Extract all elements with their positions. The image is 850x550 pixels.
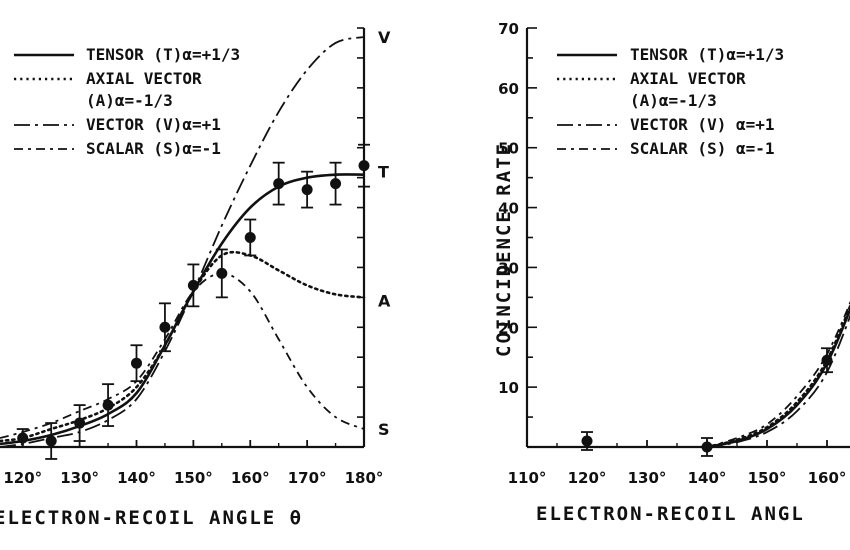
left-legend: TENSOR (T)α=+1/3 AXIAL VECTOR (A)α=-1/3 VEC… <box>14 45 240 158</box>
left-x-axis-label: ELECTRON-RECOIL ANGLE θ <box>0 507 303 529</box>
left-legend-label: AXIAL VECTOR <box>86 69 202 88</box>
right-legend-label: AXIAL VECTOR <box>630 69 746 88</box>
left-legend-label: SCALAR (S)α=-1 <box>86 139 221 158</box>
right-x-tick-label: 160° <box>808 469 847 487</box>
left-data-point <box>301 184 313 196</box>
right-y-tick-label: 20 <box>498 319 519 337</box>
left-end-label-t: T <box>378 163 389 182</box>
right-x-axis-label: ELECTRON-RECOIL ANGL <box>536 503 805 525</box>
left-chart: 120° 130° 140° 150° 160° 170° 180° V T A S TENSOR… <box>0 27 391 529</box>
right-series-v-line <box>706 313 850 448</box>
left-data-point <box>187 279 199 291</box>
right-y-tick-label: 30 <box>498 259 519 277</box>
right-y-ticks: 10 20 30 40 50 60 70 <box>498 20 537 418</box>
left-end-label-s: S <box>378 420 390 439</box>
left-series-lines <box>0 36 366 448</box>
right-x-tick-label: 130° <box>628 469 667 487</box>
right-data-point <box>581 435 593 447</box>
right-series-a-line <box>705 302 850 449</box>
left-y-ticks <box>357 27 364 448</box>
right-series-lines <box>705 300 850 449</box>
right-x-tick-label: 110° <box>508 469 547 487</box>
left-data-point <box>244 232 256 243</box>
right-y-tick-label: 70 <box>498 20 519 38</box>
left-x-tick-label: 160° <box>231 469 270 487</box>
left-legend-label: VECTOR (V)α=+1 <box>86 115 221 134</box>
left-end-label-a: A <box>378 291 391 310</box>
left-data-point <box>159 321 171 333</box>
right-data-point <box>821 354 833 366</box>
right-x-ticks: 110° 120° 130° 140° 150° 160° <box>508 440 847 487</box>
left-series-v-line <box>0 36 365 448</box>
right-y-tick-label: 60 <box>498 80 519 98</box>
right-x-tick-label: 140° <box>688 469 727 487</box>
right-series-t-line <box>706 306 850 449</box>
left-data-point <box>131 357 142 369</box>
left-x-tick-label: 130° <box>60 469 99 487</box>
right-y-tick-label: 50 <box>498 140 519 158</box>
right-x-tick-label: 120° <box>568 469 607 487</box>
left-x-tick-label: 120° <box>3 469 42 487</box>
right-legend-label: (A)α=-1/3 <box>630 91 717 110</box>
right-chart: 110° 120° 130° 140° 150° 160° 10203040506070 … <box>493 20 850 525</box>
right-legend-label: TENSOR (T)α=+1/3 <box>630 45 784 64</box>
right-data-point <box>701 441 713 453</box>
right-legend-label: SCALAR (S) α=-1 <box>630 139 775 158</box>
left-data-point <box>216 267 228 279</box>
right-y-tick-label: 40 <box>498 200 519 218</box>
left-x-tick-label: 180° <box>345 469 384 487</box>
right-x-tick-label: 150° <box>748 469 787 487</box>
left-x-tick-label: 140° <box>117 469 156 487</box>
left-data-point <box>17 432 29 444</box>
left-data-points <box>16 143 370 460</box>
left-series-s-line <box>0 272 365 439</box>
right-data-points <box>581 347 833 457</box>
left-data-point <box>273 178 285 190</box>
left-x-tick-label: 170° <box>288 469 327 487</box>
left-legend-label: (A)α=-1/3 <box>86 91 173 110</box>
left-data-point <box>330 178 342 190</box>
left-series-a-line <box>0 250 366 443</box>
left-legend-label: TENSOR (T)α=+1/3 <box>86 45 240 64</box>
right-y-tick-label: 10 <box>498 379 519 397</box>
left-x-ticks: 120° 130° 140° 150° 160° 170° 180° <box>3 440 383 487</box>
left-data-point <box>358 160 370 172</box>
left-data-point <box>102 399 114 411</box>
left-x-tick-label: 150° <box>174 469 213 487</box>
right-legend-label: VECTOR (V) α=+1 <box>630 115 775 134</box>
left-data-point <box>74 417 86 429</box>
right-legend: TENSOR (T)α=+1/3 AXIAL VECTOR (A)α=-1/3 VEC… <box>557 45 784 158</box>
left-end-label-v: V <box>378 28 391 47</box>
right-series-s-line <box>706 300 850 448</box>
left-end-labels: V T A S <box>378 28 391 439</box>
right-y-axis-label: COINCIDENCE RATE <box>493 142 515 357</box>
left-data-point <box>45 435 57 447</box>
